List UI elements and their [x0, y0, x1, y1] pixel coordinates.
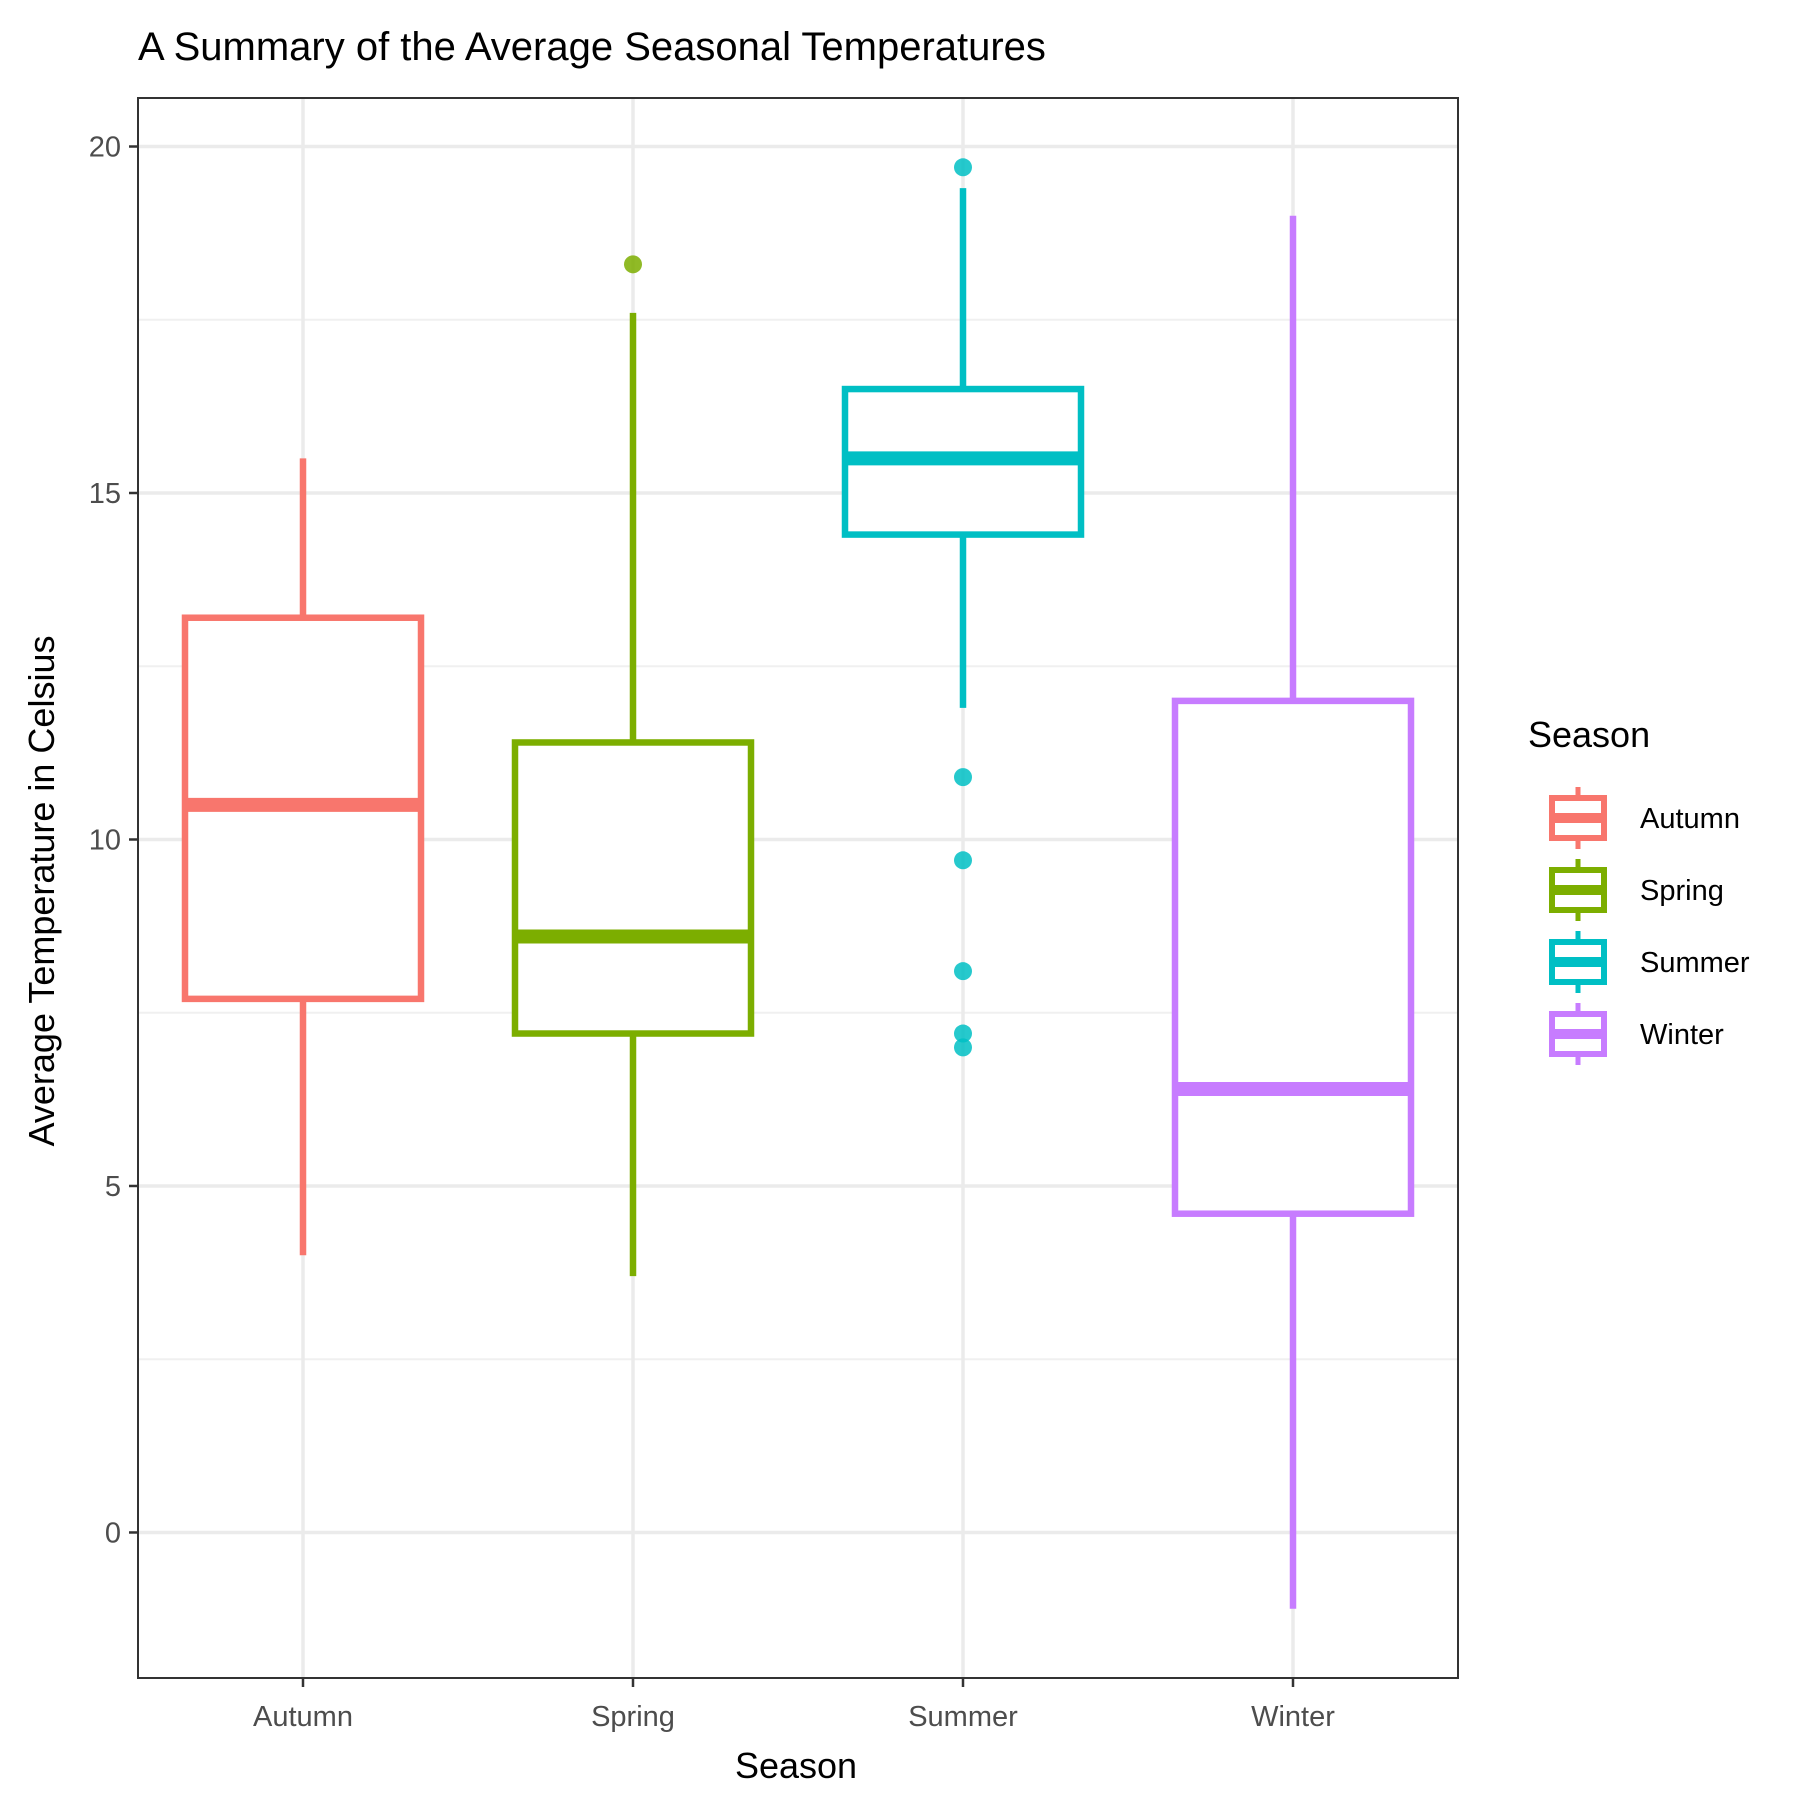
x-tick-label: Autumn [253, 1701, 353, 1733]
y-tick-label: 5 [105, 1171, 121, 1203]
box-autumn [181, 458, 425, 1256]
x-tick-label: Summer [908, 1701, 1018, 1733]
y-tick-label: 10 [89, 824, 121, 856]
y-tick-label: 15 [89, 478, 121, 510]
x-tick-label: Spring [591, 1701, 675, 1733]
box-winter [1171, 215, 1415, 1609]
iqr-box [511, 739, 755, 1037]
y-axis-title: Average Temperature in Celsius [21, 636, 62, 1147]
legend-label: Summer [1640, 947, 1750, 979]
legend-item-winter: Winter [1549, 1003, 1724, 1065]
outlier-point [954, 1024, 972, 1043]
legend-label: Winter [1640, 1019, 1724, 1051]
y-tick-label: 20 [89, 132, 121, 164]
legend-label: Autumn [1640, 803, 1740, 835]
x-tick-label: Winter [1251, 1701, 1335, 1733]
x-axis-title: Season [735, 1745, 857, 1786]
legend: Season Autumn Spring Summer Winter [1528, 714, 1750, 1065]
box-summer [841, 158, 1085, 1057]
y-tick-label: 0 [105, 1517, 121, 1549]
legend-item-summer: Summer [1549, 931, 1750, 993]
legend-title: Season [1528, 714, 1650, 755]
outlier-point [954, 158, 972, 177]
outlier-point [954, 962, 972, 981]
legend-item-spring: Spring [1549, 859, 1724, 921]
outlier-point [954, 768, 972, 787]
legend-item-autumn: Autumn [1549, 787, 1740, 849]
plot-area: 0 5 10 15 20 Autumn Spring Summer Winter [89, 97, 1459, 1733]
outlier-point [624, 255, 642, 274]
panel-border [137, 97, 1459, 1679]
outlier-point [954, 1038, 972, 1057]
outlier-point [954, 851, 972, 870]
chart-title: A Summary of the Average Seasonal Temper… [138, 25, 1046, 69]
legend-label: Spring [1640, 875, 1724, 907]
box-spring [511, 255, 755, 1277]
iqr-box [1171, 697, 1415, 1217]
